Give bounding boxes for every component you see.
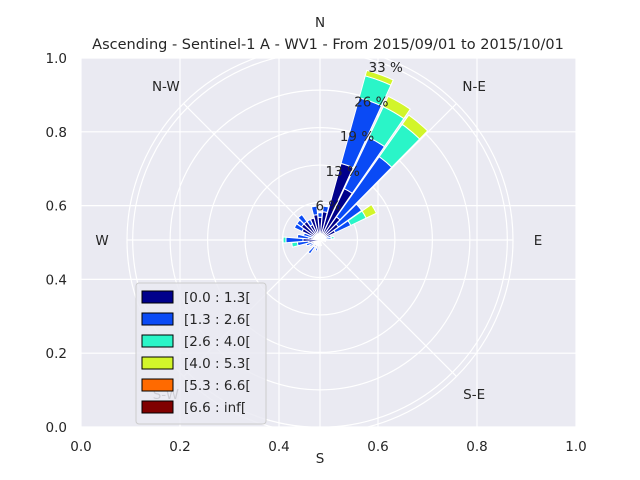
legend-swatch xyxy=(141,290,174,304)
legend-label: [5.3 : 6.6[ xyxy=(184,378,251,394)
rose-bar-segment xyxy=(282,236,287,244)
rose-bar-segment xyxy=(401,114,429,140)
direction-label: E xyxy=(534,233,543,249)
rose-bar-segment xyxy=(307,245,316,255)
x-tick-label: 0.2 xyxy=(169,439,190,455)
rose-bar-segment xyxy=(335,203,363,228)
y-tick-label: 0.8 xyxy=(46,125,67,141)
x-tick-label: 0.8 xyxy=(466,439,487,455)
y-tick-label: 1.0 xyxy=(46,51,67,67)
legend-swatch xyxy=(141,400,174,414)
rose-bars xyxy=(282,69,429,255)
spoke-line xyxy=(319,239,457,377)
rose-bar-segment xyxy=(361,203,378,219)
radial-tick-label: 19 % xyxy=(340,129,374,145)
direction-label: N xyxy=(315,15,325,31)
x-tick-label: 0.4 xyxy=(268,439,289,455)
y-tick-label: 0.0 xyxy=(46,420,67,436)
rose-bar-segment xyxy=(297,213,308,225)
x-tick-label: 1.0 xyxy=(565,439,586,455)
legend-label: [1.3 : 2.6[ xyxy=(184,312,251,328)
rose-bar-segment xyxy=(382,95,411,120)
legend-swatch xyxy=(141,356,174,370)
radial-tick-label: 33 % xyxy=(369,60,403,76)
legend-label: [4.0 : 5.3[ xyxy=(184,356,251,372)
y-tick-label: 0.6 xyxy=(46,199,67,215)
direction-label: N-W xyxy=(152,79,180,95)
legend-label: [0.0 : 1.3[ xyxy=(184,290,251,306)
legend: [0.0 : 1.3[ [1.3 : 2.6[ [2.6 : 4.0[ [4.0 : … xyxy=(135,282,267,425)
rose-bar-segment xyxy=(322,239,327,243)
direction-label: W xyxy=(95,233,108,249)
rose-bar-segment xyxy=(291,241,299,248)
legend-swatch xyxy=(141,378,174,392)
y-tick-label: 0.4 xyxy=(46,272,67,288)
y-tick-label: 0.2 xyxy=(46,346,67,362)
x-tick-label: 0.0 xyxy=(70,439,91,455)
radial-tick-label: 26 % xyxy=(354,95,388,111)
radial-tick-label: 6 % xyxy=(315,198,341,214)
direction-label: S-E xyxy=(463,387,485,403)
polar-grid xyxy=(126,46,514,434)
rose-bar-segment xyxy=(364,69,394,86)
spoke-line xyxy=(183,103,321,241)
rose-bar-segment xyxy=(296,233,310,240)
x-tick-label: 0.6 xyxy=(367,439,388,455)
legend-label: [2.6 : 4.0[ xyxy=(184,334,251,350)
radial-tick-labels: 6 % 13 % 19 % 26 % 33 % xyxy=(315,60,403,214)
radial-tick-label: 13 % xyxy=(326,164,360,180)
rose-bar-segment xyxy=(310,205,319,216)
legend-swatch xyxy=(141,312,174,326)
axis-tick-labels: 0.0 0.2 0.4 0.6 0.8 1.0 0.0 0.2 0.4 0.6 0.8 1.0 xyxy=(46,51,587,455)
direction-label: S xyxy=(316,451,325,467)
direction-label: N-E xyxy=(462,79,486,95)
chart-title: Ascending - Sentinel-1 A - WV1 - From 20… xyxy=(92,37,564,53)
legend-label: [6.6 : inf[ xyxy=(184,400,246,416)
legend-swatch xyxy=(141,334,174,348)
rose-bar-segment xyxy=(330,235,335,240)
rose-bar-segment xyxy=(314,247,319,252)
